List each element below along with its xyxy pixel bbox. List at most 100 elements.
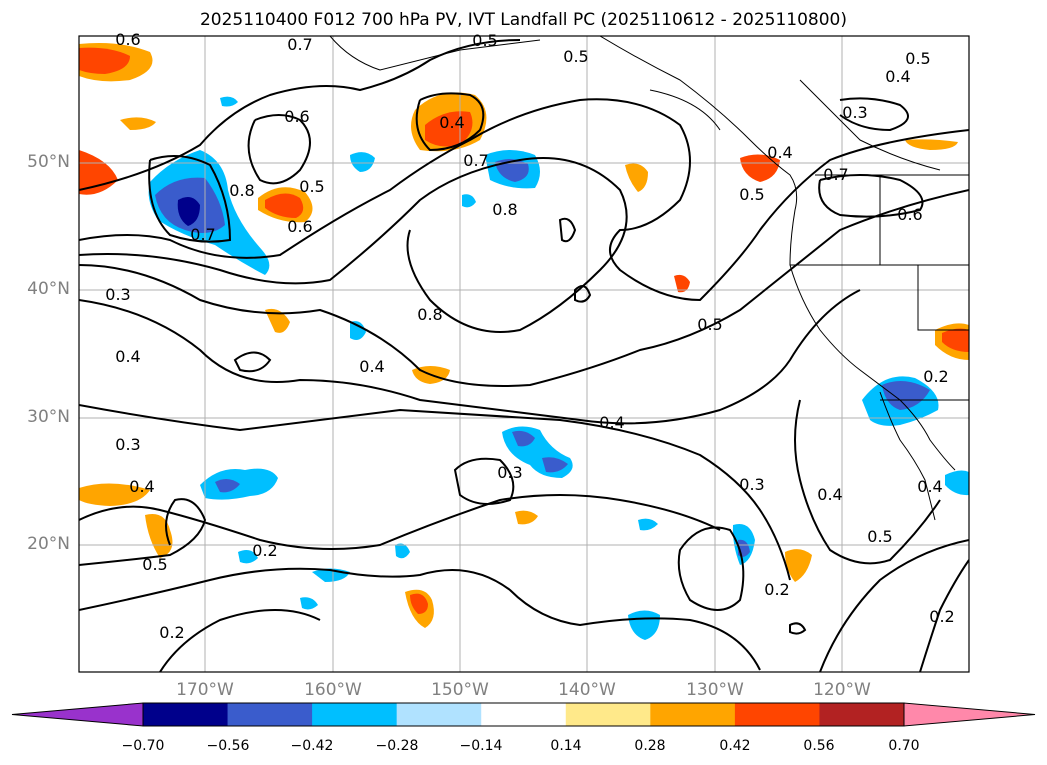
shade-positive-e-core [942,328,969,352]
contour-label: 0.8 [417,305,442,324]
lon-label: 150°W [431,680,489,700]
contour-label: 0.5 [739,185,764,204]
shade-negative-s2 [628,610,660,640]
colorbar-box [819,703,905,726]
contour-label: 0.3 [115,435,140,454]
shade-positive-pacific-core [410,593,428,614]
colorbar-box [396,703,482,726]
shade-negative-mid1 [350,321,366,340]
shade-positive-small2 [785,549,812,582]
contour-label: 0.5 [472,31,497,50]
colorbar-tick: −0.14 [459,738,503,754]
shade-negative-sub2-core [215,478,240,493]
shade-negative-gulf-core [495,158,529,182]
colorbar-tick: 0.28 [634,738,666,754]
shade-positive-coast [740,154,780,182]
shade-negative-sub1-core [512,430,535,447]
contour-label: 0.7 [463,151,488,170]
shade-negative-s5 [238,550,258,564]
colorbar-boxes [143,703,905,726]
shade-positive-small3 [674,274,690,293]
coastline-layer [329,36,969,521]
shade-negative-s6 [395,543,410,559]
shade-negative-n1 [350,152,375,172]
shade-positive-small7 [905,139,958,150]
contour-label: 0.8 [492,200,517,219]
contour-label: 0.4 [885,67,910,86]
colorbar-box [565,703,651,726]
shade-negative-east-core [882,381,930,410]
contour-label: 0.2 [929,607,954,626]
shade-negative-east2 [945,470,969,496]
contour-label: 0.5 [867,527,892,546]
shade-negative-n2 [220,96,238,107]
contour-label: 0.6 [287,217,312,236]
shade-positive-small5 [265,308,290,333]
contour-label: 0.4 [359,357,384,376]
contour-label: 0.4 [599,413,624,432]
colorbar-box [734,703,820,726]
lat-label: 40°N [27,279,70,299]
colorbar-tick: −0.70 [121,738,165,754]
contour-label: 0.4 [817,485,842,504]
colorbar-tick: −0.28 [375,738,419,754]
contour-label: 0.4 [115,347,140,366]
shade-negative-nw-deep [177,196,200,226]
contour-label: 0.6 [115,30,140,49]
lat-label: 20°N [27,534,70,554]
colorbar-tick: 0.14 [550,738,582,754]
contour-label: 0.2 [252,541,277,560]
shade-negative-sub1-core2 [542,457,568,473]
colorbar-tick: −0.56 [206,738,250,754]
contour-label: 0.6 [284,107,309,126]
contour-label: 0.8 [229,181,254,200]
lat-label: 30°N [27,407,70,427]
colorbar-tick: −0.42 [290,738,334,754]
shade-positive-mid-core [265,193,304,218]
contour-label: 0.4 [129,477,154,496]
shade-negative-s8 [462,194,476,208]
colorbar-box [312,703,398,726]
colorbar-box [227,703,313,726]
contour-label: 0.5 [563,47,588,66]
contour-label: 0.4 [767,143,792,162]
colorbar [11,702,1036,727]
shade-positive-gulf-core [425,111,473,147]
contour-label: 0.3 [842,103,867,122]
colorbar-extend-low [11,702,144,727]
colorbar-tick: 0.42 [719,738,751,754]
map-frame [78,35,970,673]
contour-label: 0.6 [897,205,922,224]
lon-label: 170°W [176,680,234,700]
lat-label: 50°N [27,152,70,172]
contour-label: 0.5 [142,555,167,574]
contour-label: 0.5 [697,315,722,334]
colorbar-tick: 0.70 [888,738,920,754]
contour-label: 0.7 [190,225,215,244]
contour-label: 0.7 [823,165,848,184]
colorbar-frame [142,702,905,727]
contour-label: 0.3 [739,475,764,494]
contour-label: 0.7 [287,35,312,54]
colorbar-box [650,703,736,726]
shade-negative-s7 [638,518,658,531]
lon-label: 160°W [304,680,362,700]
contour-label: 0.2 [159,623,184,642]
lon-label: 120°W [813,680,871,700]
contour-label: 0.2 [923,367,948,386]
pv-shading-layer [79,43,969,640]
shade-positive-sw2 [145,514,173,558]
contour-label: 0.3 [105,285,130,304]
shade-negative-s4 [300,597,318,610]
shade-positive-small4 [625,163,648,192]
contour-label: 0.5 [299,177,324,196]
contour-label: 0.4 [439,113,464,132]
shade-positive-nw-core [79,47,130,74]
shade-positive-small6 [515,510,538,525]
lon-label: 130°W [686,680,744,700]
contour-label: 0.4 [917,477,942,496]
colorbar-box [143,703,229,726]
shade-positive-sw [79,483,150,506]
contour-label: 0.3 [497,463,522,482]
